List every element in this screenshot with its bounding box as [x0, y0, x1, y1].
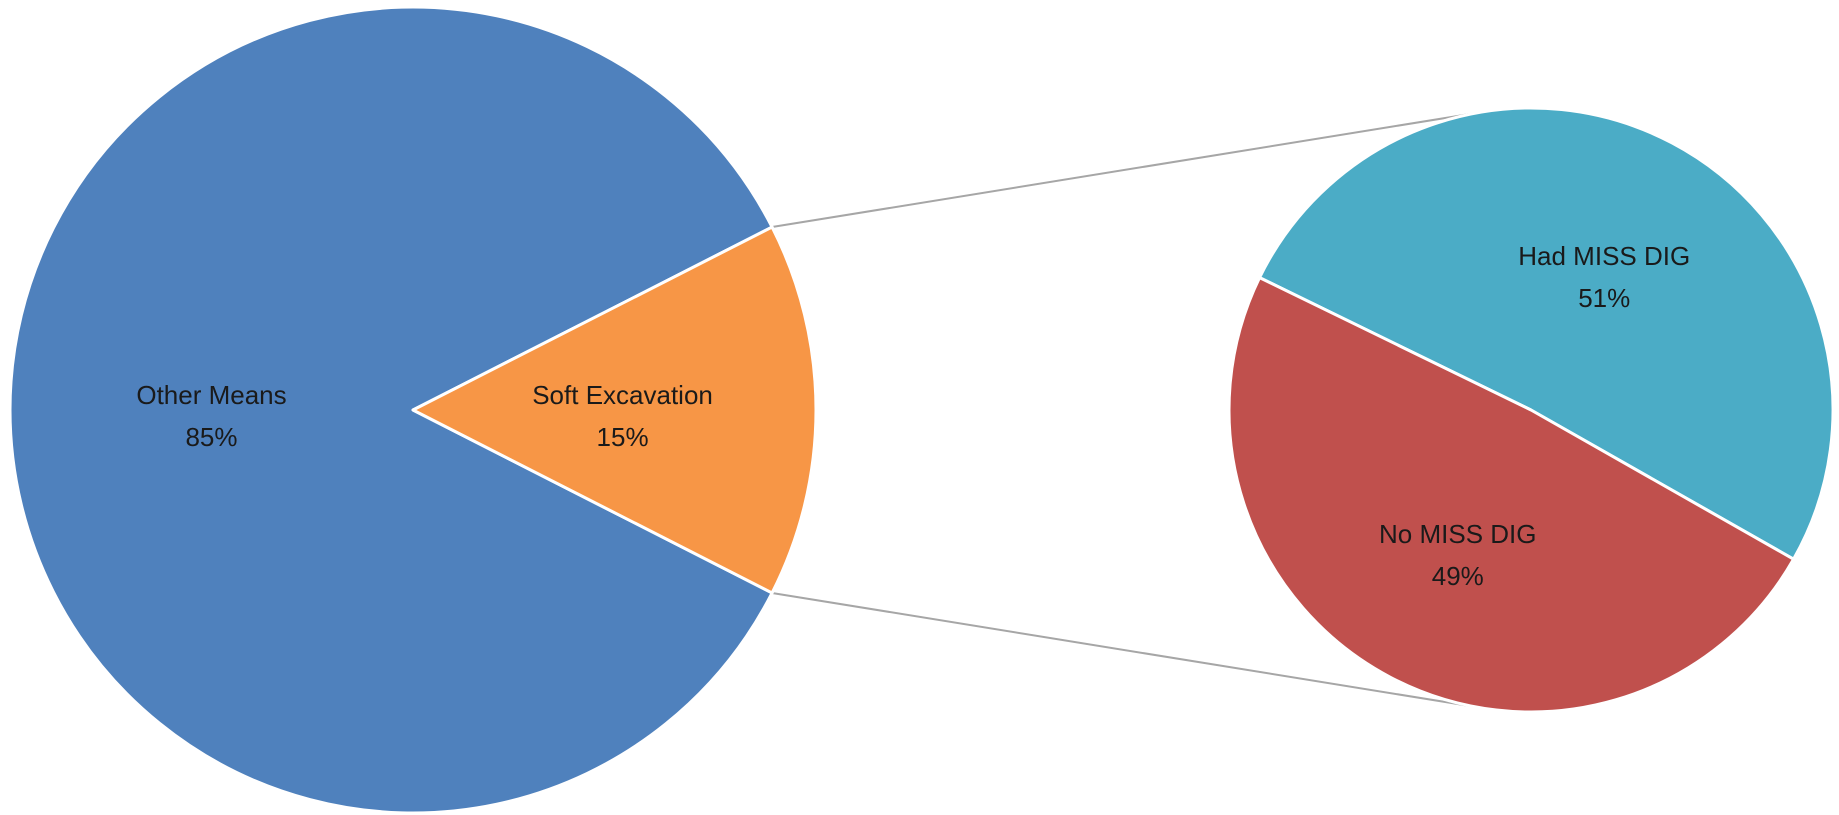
connector-line-bottom: [771, 591, 1479, 709]
slice-other-means: [8, 5, 774, 815]
value-label-soft-excavation: 15%: [597, 422, 649, 452]
main-pie: [8, 5, 818, 815]
slice-no-miss-dig: [1227, 276, 1796, 714]
connector-line-top: [771, 111, 1479, 229]
secondary-pie: [1227, 106, 1835, 714]
slice-had-miss-dig: [1258, 106, 1835, 561]
value-label-had-miss-dig: 51%: [1578, 283, 1630, 313]
slice-soft-excavation: [411, 225, 818, 595]
label-no-miss-dig: No MISS DIG: [1379, 519, 1536, 549]
label-had-miss-dig: Had MISS DIG: [1518, 241, 1690, 271]
value-label-other-means: 85%: [185, 422, 237, 452]
label-other-means: Other Means: [136, 380, 286, 410]
label-soft-excavation: Soft Excavation: [532, 380, 713, 410]
value-label-no-miss-dig: 49%: [1432, 561, 1484, 591]
slice-labels: Other Means 85% Soft Excavation 15% Had MISS…: [136, 241, 1690, 591]
connector-lines: [771, 111, 1479, 709]
